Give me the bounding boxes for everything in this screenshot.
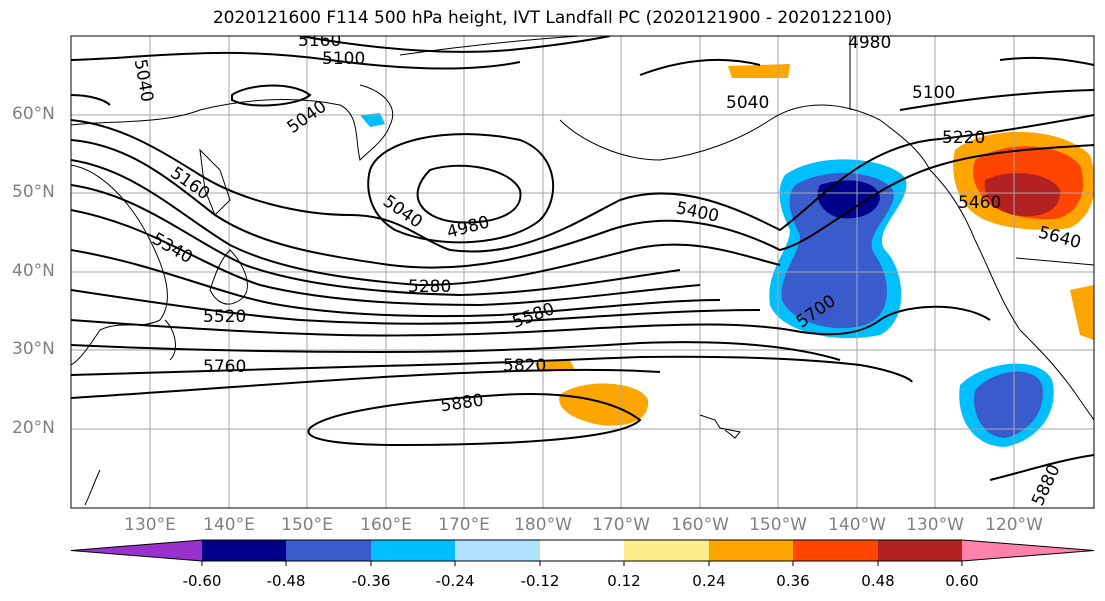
- contour-label: 5100: [912, 83, 955, 103]
- contour-label: 5820: [503, 356, 546, 376]
- colorbar-tick: -0.48: [266, 572, 306, 590]
- ivt-shading: [360, 64, 1094, 447]
- contour-label: 5640: [1036, 223, 1083, 254]
- lon-label: 160°W: [671, 515, 729, 535]
- colorbar-tick: 0.48: [861, 572, 895, 590]
- lon-label: 170°W: [592, 515, 650, 535]
- contour-label: 5040: [130, 58, 157, 104]
- colorbar-tick: 0.12: [607, 572, 641, 590]
- contour-label: 4980: [848, 33, 891, 53]
- contour-label: 5760: [203, 357, 246, 377]
- contour-label: 5580: [510, 299, 557, 333]
- plot-frame: [70, 35, 1095, 509]
- contour-label: 5040: [726, 93, 769, 113]
- lat-label: 60°N: [12, 104, 55, 124]
- lon-label: 150°E: [281, 515, 333, 535]
- map-gridlines: [71, 36, 1094, 508]
- lon-label: 120°W: [985, 515, 1043, 535]
- colorbar-tick: -0.12: [520, 572, 560, 590]
- contour-label: 5220: [942, 128, 985, 148]
- contour-label: 5520: [203, 307, 246, 327]
- lon-label: 160°E: [360, 515, 412, 535]
- coastlines: [71, 36, 1094, 506]
- lon-label: 150°W: [749, 515, 807, 535]
- contour-label: 5160: [298, 31, 341, 51]
- lon-label: 130°E: [124, 515, 176, 535]
- lon-label: 180°W: [514, 515, 572, 535]
- lon-label: 140°W: [828, 515, 886, 535]
- colorbar-tick: 0.24: [692, 572, 726, 590]
- contour-label: 4980: [445, 212, 492, 243]
- map-title: 2020121600 F114 500 hPa height, IVT Land…: [212, 8, 893, 28]
- lon-label: 170°E: [438, 515, 490, 535]
- colorbar-tick: 0.36: [776, 572, 810, 590]
- colorbar-tick: -0.24: [435, 572, 475, 590]
- colorbar-tick: 0.60: [945, 572, 979, 590]
- lat-label: 50°N: [12, 182, 55, 202]
- height-contours: [71, 36, 1094, 481]
- lat-label: 30°N: [12, 339, 55, 359]
- lat-label: 20°N: [12, 418, 55, 438]
- lon-label: 140°E: [203, 515, 255, 535]
- colorbar-tick: -0.60: [182, 572, 222, 590]
- contour-label: 5880: [439, 391, 485, 417]
- lat-label: 40°N: [12, 261, 55, 281]
- contour-labels: 5160 5100 4980 5040 5040 5100 5040 5220 …: [130, 31, 1083, 508]
- contour-label: 5460: [958, 193, 1001, 213]
- lon-label: 130°W: [906, 515, 964, 535]
- contour-label: 5100: [322, 49, 365, 69]
- contour-label: 5280: [408, 277, 451, 297]
- colorbar-tick: -0.36: [351, 572, 391, 590]
